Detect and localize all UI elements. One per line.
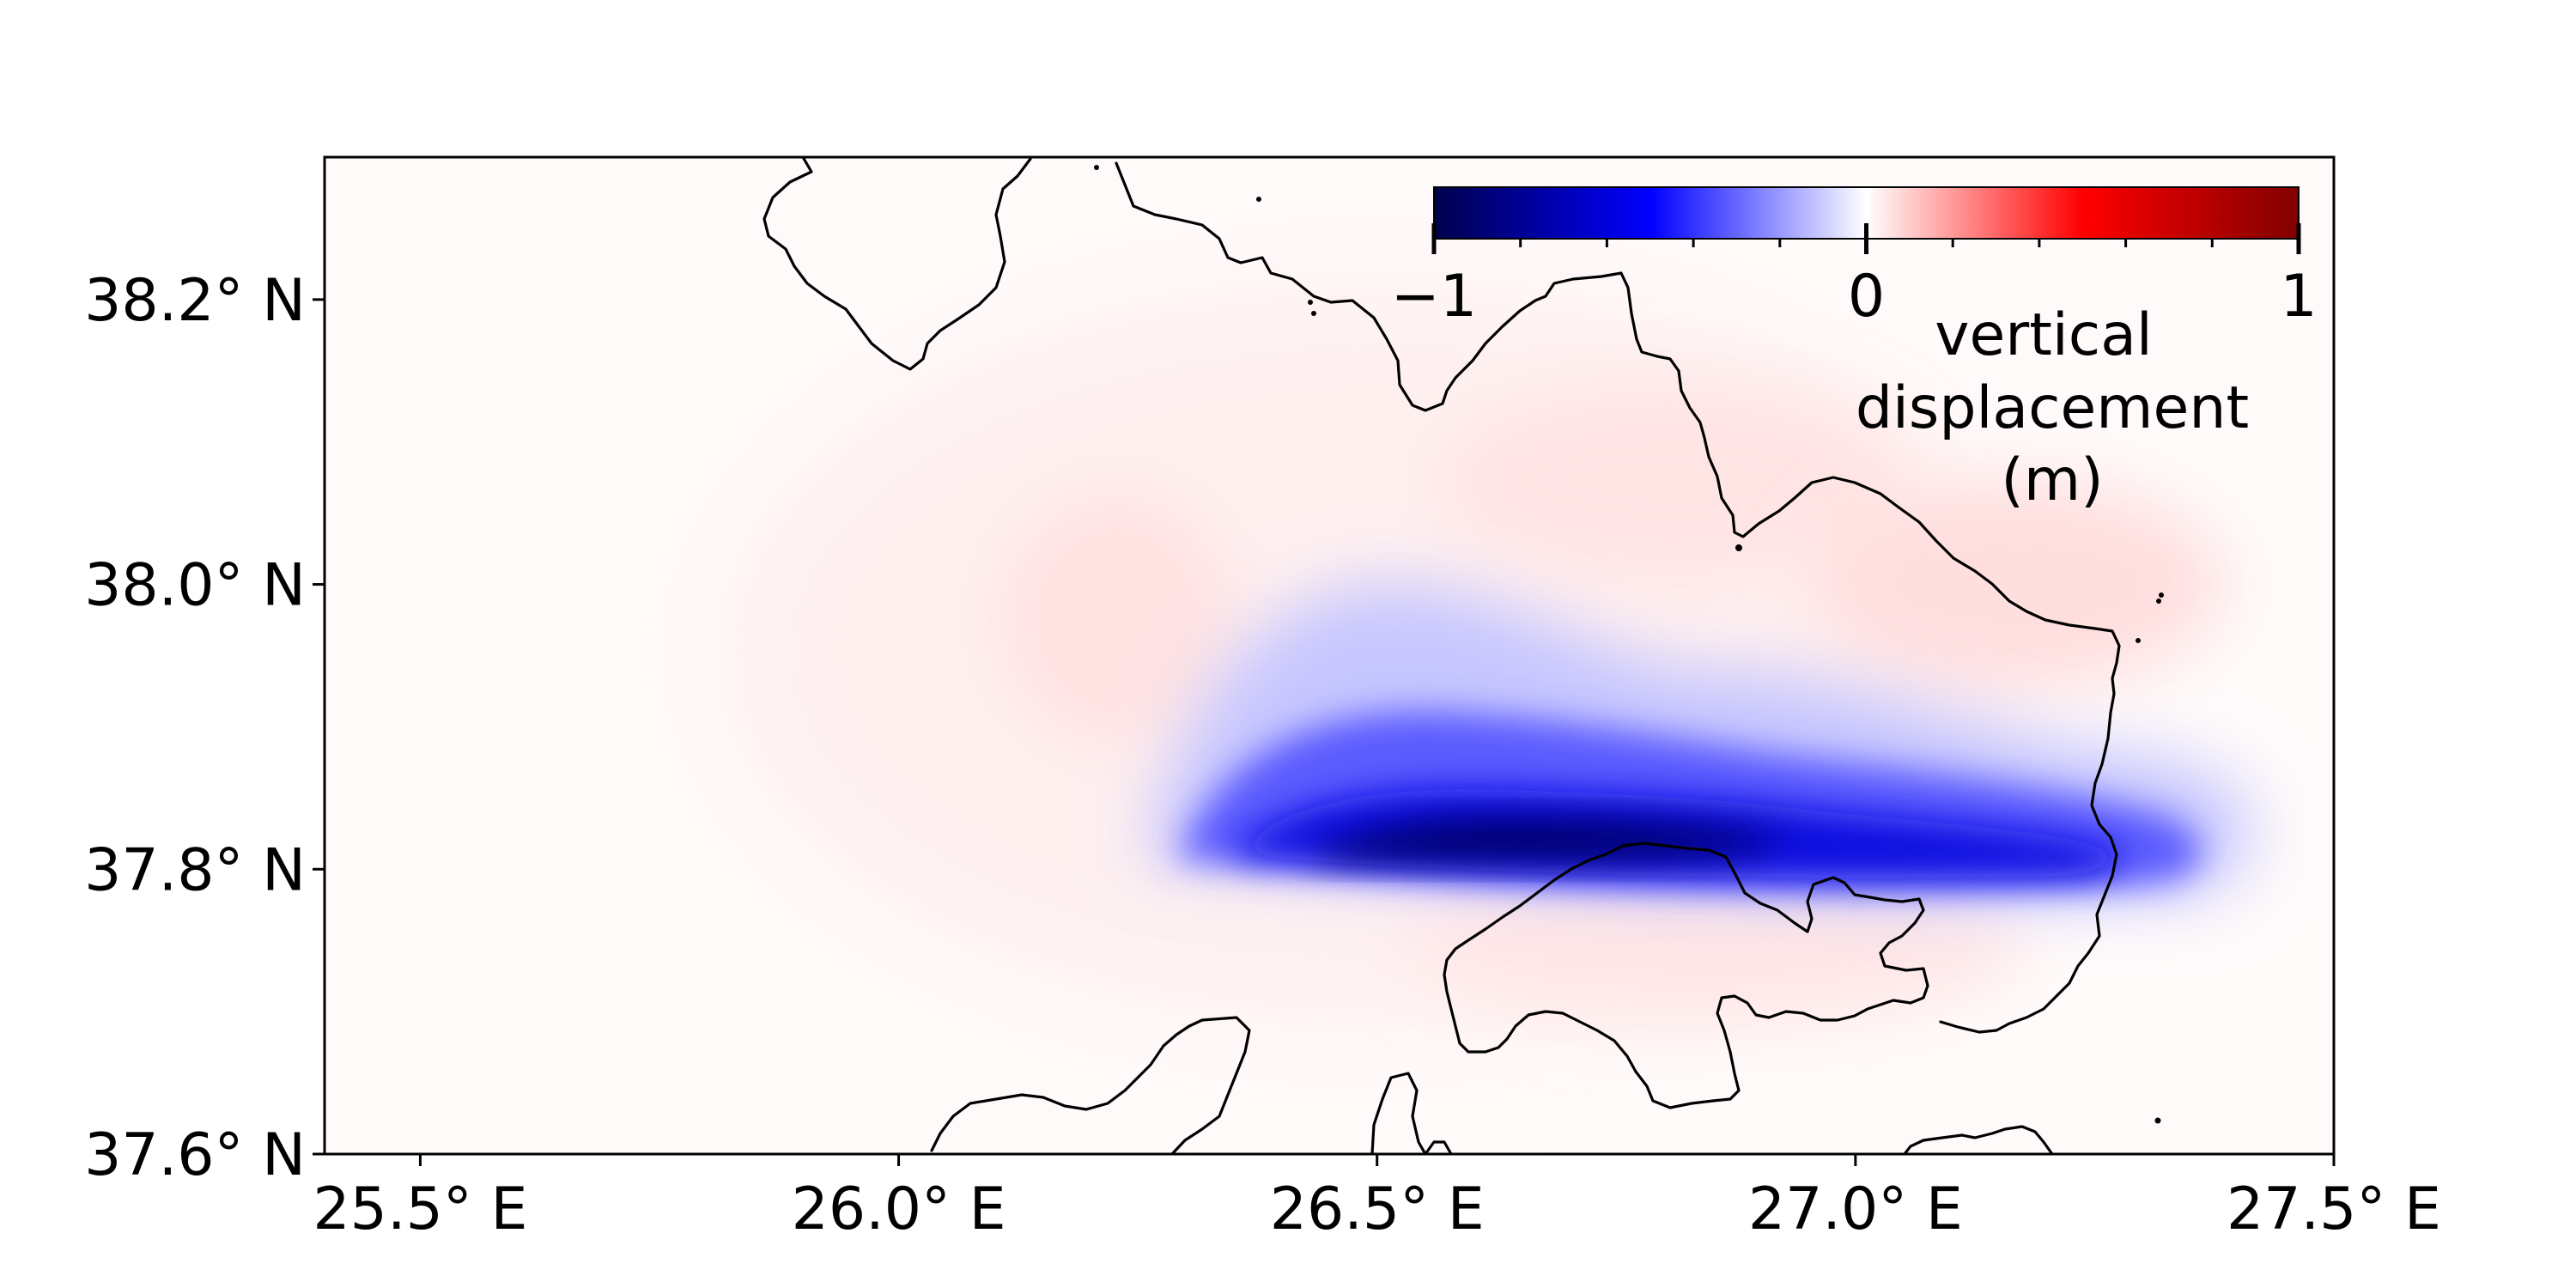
coastline-samos [1443, 841, 1929, 1109]
colorbar-ticks: −1 0 1 [1391, 223, 2318, 331]
islet [2159, 592, 2164, 598]
coastline-south-east [1903, 1125, 2054, 1154]
map-frame [323, 155, 2336, 1156]
colorbar-tick-label: 1 [2280, 263, 2317, 331]
x-axis: 25.5° E 26.0° E 26.5° E 27.0° E 27.5° E [313, 1154, 2441, 1243]
y-tick-label: 38.2° N [84, 267, 306, 335]
y-axis: 37.6° N 37.8° N 38.0° N 38.2° N [84, 267, 325, 1189]
coastline-southwest [930, 1016, 1251, 1154]
x-tick-label: 26.0° E [792, 1176, 1006, 1243]
coastlines [762, 157, 2164, 1154]
displacement-field [721, 283, 2252, 1022]
islet [2154, 1117, 2161, 1124]
x-tick-label: 27.5° E [2227, 1176, 2441, 1243]
coastline-north-center [1115, 161, 2121, 1034]
islet [1308, 300, 1313, 305]
x-tick-label: 26.5° E [1270, 1176, 1485, 1243]
y-tick-label: 38.0° N [84, 552, 306, 620]
islet [2156, 598, 2161, 604]
x-tick-label: 27.0° E [1748, 1176, 1963, 1243]
y-tick-label: 37.6° N [84, 1121, 306, 1189]
coastline-south-islet [1424, 1140, 1453, 1154]
islet [1094, 165, 1099, 170]
coastline-northwest [762, 157, 1032, 371]
colorbar: −1 0 1 vertical displacement (m) [1391, 186, 2318, 514]
colorbar-label-line1: vertical [1935, 301, 2153, 369]
islet [1256, 197, 1261, 202]
x-tick-label: 25.5° E [313, 1176, 527, 1243]
islet [1735, 544, 1742, 551]
colorbar-tick-label: 0 [1848, 263, 1885, 331]
colorbar-label-line2: displacement [1856, 374, 2249, 442]
colorbar-tick-label: −1 [1391, 263, 1477, 331]
y-tick-label: 37.8° N [84, 836, 306, 904]
coastline-south [1370, 1072, 1427, 1154]
islet [1311, 311, 1316, 316]
islet [2136, 638, 2141, 643]
colorbar-label-line3: (m) [2001, 447, 2103, 514]
